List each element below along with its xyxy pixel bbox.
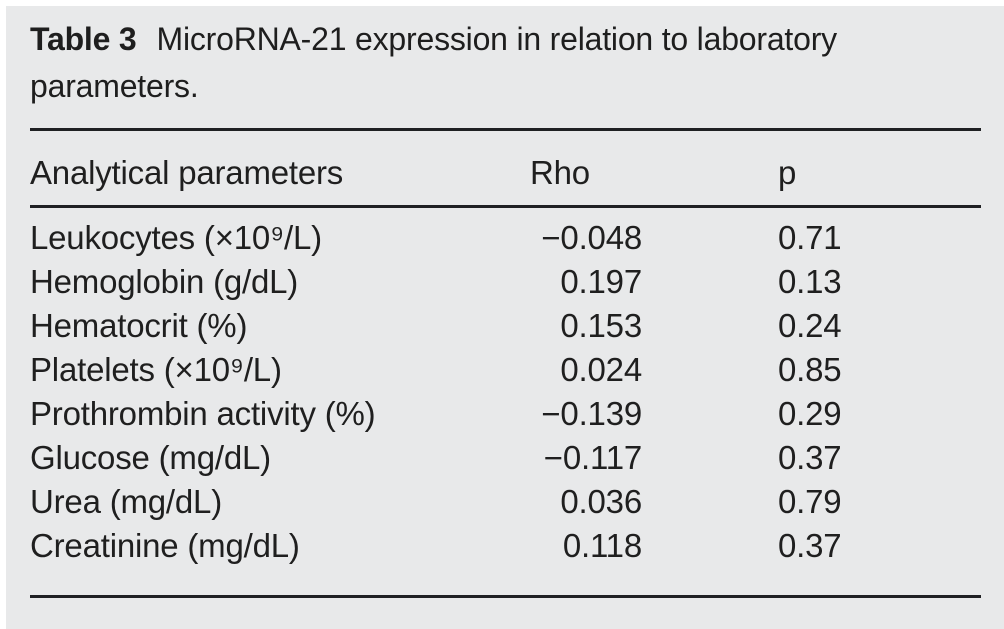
cell-p: 0.24: [778, 307, 842, 344]
cell-rho: −0.139: [541, 395, 642, 432]
table-rule-header: [30, 205, 981, 208]
table-caption-text: MicroRNA-21 expression in relation to la…: [30, 21, 837, 104]
table-row: Urea (mg/dL) 0.036 0.79: [30, 480, 1004, 524]
cell-rho: 0.024: [560, 351, 642, 388]
cell-parameter: Glucose (mg/dL): [30, 439, 271, 476]
cell-rho: 0.118: [562, 527, 642, 564]
table-row: Platelets (×10⁹/L) 0.024 0.85: [30, 348, 1004, 392]
table-row: Hematocrit (%) 0.153 0.24: [30, 304, 1004, 348]
cell-p: 0.37: [778, 439, 842, 476]
table-header-row: Analytical parameters Rho p: [30, 131, 1004, 205]
cell-p: 0.29: [778, 395, 842, 432]
cell-parameter: Leukocytes (×10⁹/L): [30, 219, 322, 256]
table-content: Table 3 MicroRNA-21 expression in relatio…: [6, 6, 1004, 598]
cell-p: 0.79: [778, 483, 842, 520]
table-row: Hemoglobin (g/dL) 0.197 0.13: [30, 260, 1004, 304]
table-row: Leukocytes (×10⁹/L) −0.048 0.71: [30, 216, 1004, 260]
cell-rho: −0.117: [543, 439, 642, 476]
cell-p: 0.85: [778, 351, 842, 388]
table-row: Prothrombin activity (%) −0.139 0.29: [30, 392, 1004, 436]
column-header-p: p: [778, 154, 797, 191]
cell-p: 0.13: [778, 263, 842, 300]
column-header-parameter: Analytical parameters: [30, 154, 344, 191]
cell-p: 0.71: [778, 219, 842, 256]
cell-rho: 0.197: [560, 263, 642, 300]
table-caption: Table 3 MicroRNA-21 expression in relatio…: [30, 16, 975, 110]
table-rule-top: [30, 128, 981, 131]
cell-parameter: Platelets (×10⁹/L): [30, 351, 282, 388]
table-rule-bottom: [30, 595, 981, 598]
cell-rho: 0.036: [560, 483, 642, 520]
table-caption-label: Table 3: [30, 21, 137, 57]
cell-parameter: Creatinine (mg/dL): [30, 527, 300, 564]
cell-parameter: Urea (mg/dL): [30, 483, 222, 520]
cell-rho: 0.153: [560, 307, 642, 344]
column-header-rho: Rho: [530, 154, 590, 191]
table-body: Leukocytes (×10⁹/L) −0.048 0.71 Hemoglob…: [30, 208, 1004, 568]
cell-parameter: Hematocrit (%): [30, 307, 248, 344]
cell-parameter: Hemoglobin (g/dL): [30, 263, 299, 300]
table-row: Creatinine (mg/dL) 0.118 0.37: [30, 524, 1004, 568]
table-row: Glucose (mg/dL) −0.117 0.37: [30, 436, 1004, 480]
cell-parameter: Prothrombin activity (%): [30, 395, 376, 432]
cell-rho: −0.048: [541, 219, 642, 256]
table-panel: Table 3 MicroRNA-21 expression in relatio…: [6, 6, 1004, 629]
cell-p: 0.37: [778, 527, 842, 564]
